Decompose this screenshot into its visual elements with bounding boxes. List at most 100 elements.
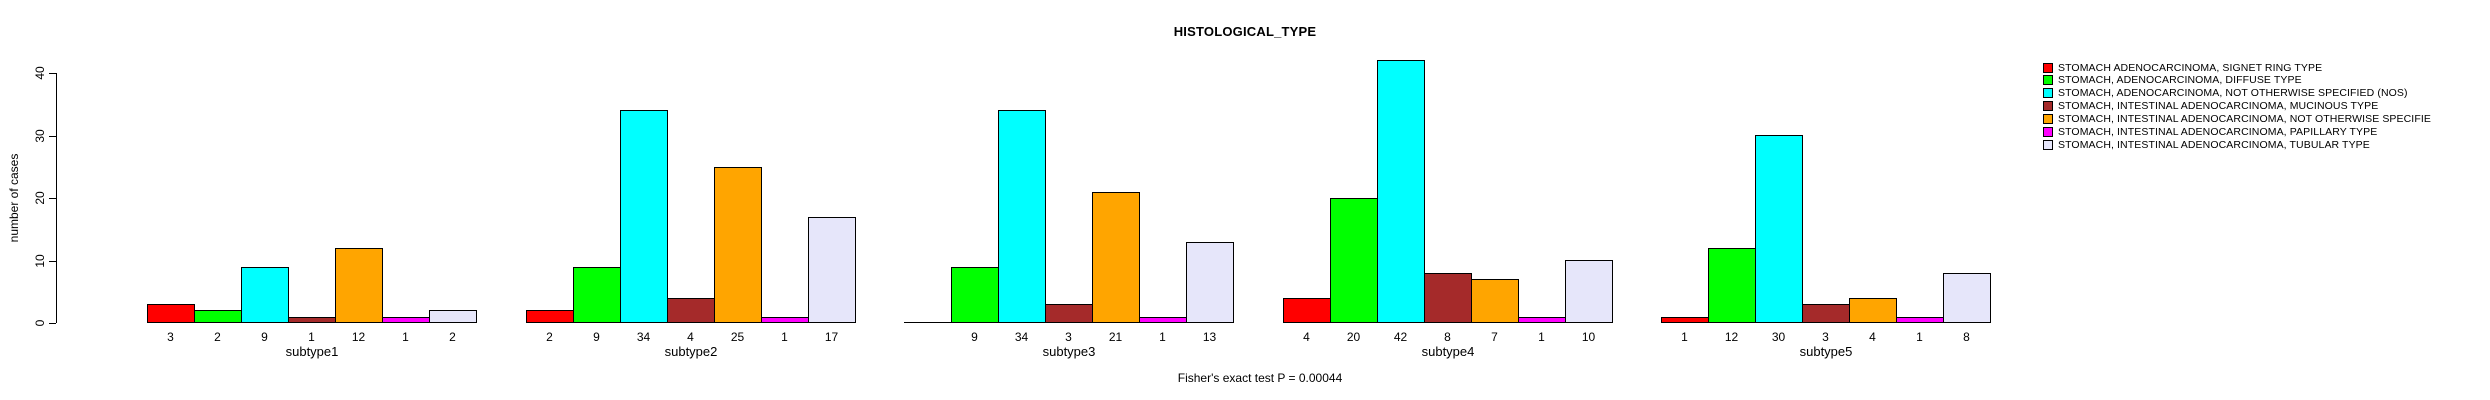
- y-tick-mark: [49, 260, 56, 262]
- bar: [1661, 317, 1709, 323]
- y-axis-label: number of cases: [7, 153, 21, 243]
- legend-swatch: [2043, 88, 2053, 99]
- bar: [1708, 248, 1756, 323]
- x-group-label: subtype5: [1799, 344, 1853, 359]
- bar: [429, 310, 477, 323]
- bar-value-label: 10: [1581, 330, 1596, 344]
- legend-label: STOMACH, ADENOCARCINOMA, DIFFUSE TYPE: [2058, 74, 2302, 87]
- bar: [1377, 60, 1425, 323]
- bar: [1565, 260, 1613, 323]
- bar: [241, 267, 289, 323]
- bar-value-label: 3: [1065, 330, 1072, 344]
- bar: [1802, 304, 1850, 323]
- bar: [714, 167, 762, 323]
- bar: [667, 298, 715, 323]
- bar-value-label: 17: [824, 330, 839, 344]
- bar-value-label: 9: [971, 330, 978, 344]
- bar-value-label: 8: [1963, 330, 1970, 344]
- y-tick-label: 10: [33, 253, 47, 268]
- y-tick-label: 30: [33, 128, 47, 143]
- bar-value-label: 4: [687, 330, 694, 344]
- bar: [1849, 298, 1897, 323]
- bar-value-label: 1: [1159, 330, 1166, 344]
- y-tick-mark: [49, 323, 56, 324]
- legend-item: STOMACH, INTESTINAL ADENOCARCINOMA, TUBU…: [2043, 138, 2370, 151]
- x-group-label: subtype1: [285, 344, 339, 359]
- bar-value-label: 34: [1014, 330, 1029, 344]
- bar: [998, 110, 1046, 323]
- bar-value-label: 7: [1491, 330, 1498, 344]
- legend-item: STOMACH ADENOCARCINOMA, SIGNET RING TYPE: [2043, 61, 2322, 74]
- bar: [1424, 273, 1472, 323]
- bar-value-label: 9: [593, 330, 600, 344]
- bar: [288, 317, 336, 323]
- bar: [194, 310, 242, 323]
- bar-value-label: 2: [449, 330, 456, 344]
- bar-value-label: 12: [351, 330, 366, 344]
- y-tick-label: 20: [33, 191, 47, 205]
- bar-value-label: 2: [546, 330, 553, 344]
- bar: [526, 310, 574, 323]
- bar-value-label: 30: [1771, 330, 1786, 344]
- bar: [904, 322, 952, 323]
- bar: [1755, 135, 1803, 323]
- bar-value-label: 3: [1822, 330, 1829, 344]
- bar-value-label: 1: [1916, 330, 1923, 344]
- bar-value-label: 1: [1538, 330, 1545, 344]
- bar: [761, 317, 809, 323]
- bar: [1518, 317, 1566, 323]
- bar: [1471, 279, 1519, 323]
- bar: [808, 217, 856, 323]
- bar: [1943, 273, 1991, 323]
- legend-item: STOMACH, INTESTINAL ADENOCARCINOMA, PAPI…: [2043, 126, 2377, 139]
- bar: [147, 304, 195, 323]
- bar-value-label: 1: [781, 330, 788, 344]
- bar-value-label: 4: [1303, 330, 1310, 344]
- bar: [1283, 298, 1331, 323]
- x-group-label: subtype2: [664, 344, 718, 359]
- bar: [1186, 242, 1234, 323]
- bar: [1330, 198, 1378, 323]
- bar: [1045, 304, 1093, 323]
- bar-value-label: 21: [1108, 330, 1123, 344]
- legend-swatch: [2043, 101, 2053, 112]
- legend-label: STOMACH, INTESTINAL ADENOCARCINOMA, TUBU…: [2058, 138, 2370, 151]
- bar: [1092, 192, 1140, 323]
- y-tick-mark: [49, 198, 56, 199]
- legend-item: STOMACH, INTESTINAL ADENOCARCINOMA, NOT …: [2043, 113, 2431, 126]
- bar-value-label: 1: [402, 330, 409, 344]
- bar: [620, 110, 668, 323]
- legend-label: STOMACH, ADENOCARCINOMA, NOT OTHERWISE S…: [2058, 87, 2408, 100]
- bar: [335, 248, 383, 323]
- bar-value-label: 34: [636, 330, 651, 344]
- legend-label: STOMACH, INTESTINAL ADENOCARCINOMA, MUCI…: [2058, 100, 2379, 113]
- legend-item: STOMACH, ADENOCARCINOMA, DIFFUSE TYPE: [2043, 74, 2302, 87]
- legend-swatch: [2043, 127, 2053, 137]
- bar-value-label: 8: [1444, 330, 1451, 344]
- bar: [1896, 317, 1944, 323]
- y-tick-label: 40: [33, 66, 47, 80]
- bar-value-label: 3: [167, 330, 174, 344]
- bar: [382, 317, 430, 323]
- legend-swatch: [2043, 75, 2053, 86]
- legend-label: STOMACH ADENOCARCINOMA, SIGNET RING TYPE: [2058, 61, 2323, 74]
- bar: [1139, 317, 1187, 323]
- bar-value-label: 9: [261, 330, 268, 344]
- y-tick-label: 0: [33, 319, 47, 327]
- legend-label: STOMACH, INTESTINAL ADENOCARCINOMA, NOT …: [2058, 113, 2431, 126]
- y-axis: [56, 73, 57, 323]
- x-group-label: subtype4: [1421, 344, 1475, 359]
- legend-label: STOMACH, INTESTINAL ADENOCARCINOMA, PAPI…: [2058, 126, 2378, 138]
- bar-value-label: 2: [214, 330, 221, 344]
- legend-item: STOMACH, INTESTINAL ADENOCARCINOMA, MUCI…: [2043, 100, 2378, 113]
- y-tick-mark: [49, 135, 56, 137]
- bar-value-label: 12: [1724, 330, 1739, 344]
- bar-value-label: 42: [1393, 330, 1408, 344]
- bar-value-label: 25: [730, 330, 745, 344]
- legend-swatch: [2043, 139, 2053, 150]
- legend-swatch: [2043, 114, 2053, 125]
- bar-value-label: 1: [308, 330, 315, 344]
- legend-item: STOMACH, ADENOCARCINOMA, NOT OTHERWISE S…: [2043, 87, 2408, 100]
- chart-title: HISTOLOGICAL_TYPE: [1173, 24, 1317, 39]
